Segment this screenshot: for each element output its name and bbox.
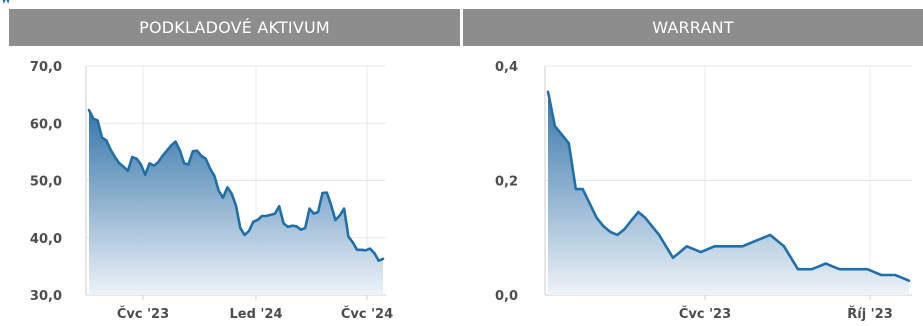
y-tick-label: 30,0: [30, 289, 62, 304]
underlying-asset-chart: 30,0 40,0 50,0 60,0 70,0 Čvc '23 Led '24 Čvc '2…: [30, 60, 393, 322]
y-tick-label: 0,4: [495, 60, 518, 75]
warrant-series-line: [546, 90, 911, 282]
x-tick-label: Říj '23: [847, 306, 893, 322]
y-tick-label: 70,0: [30, 60, 62, 75]
warrant-title: WARRANT: [652, 18, 734, 37]
y-tick-label: 50,0: [30, 175, 62, 190]
x-tick-label: Čvc '24: [341, 306, 393, 322]
warrant-header: WARRANT: [463, 9, 923, 46]
y-tick-label: 40,0: [30, 232, 62, 247]
underlying-asset-header: PODKLADOVÉ AKTIVUM: [9, 9, 460, 46]
y-tick-label: 0,2: [495, 175, 518, 190]
y-tick-label: 0,0: [495, 289, 518, 304]
y-tick-label: 60,0: [30, 117, 62, 132]
x-tick-label: Čvc '23: [679, 306, 731, 322]
warrant-chart: 0,0 0,2 0,4 Čvc '23 Říj '23: [495, 60, 912, 322]
partial-logo: [2, 0, 10, 4]
x-tick-label: Led '24: [229, 307, 282, 322]
underlying-asset-title: PODKLADOVÉ AKTIVUM: [139, 18, 330, 37]
top-strip: [0, 0, 923, 8]
warrant-area-fill: [548, 91, 909, 295]
x-tick-label: Čvc '23: [117, 306, 169, 322]
underlying-series-line: [87, 108, 385, 262]
